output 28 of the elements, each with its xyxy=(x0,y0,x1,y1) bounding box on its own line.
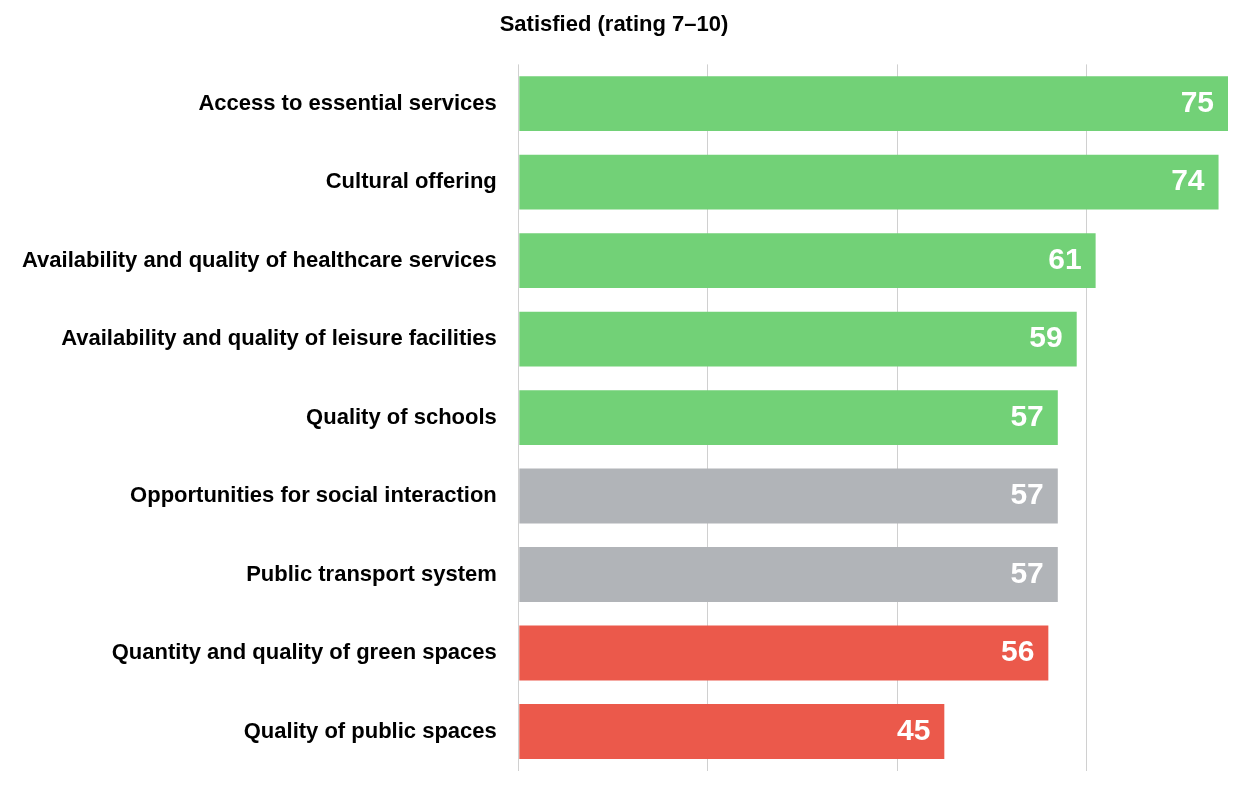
data-label: 57 xyxy=(1010,398,1044,432)
y-tick-label: Cultural offering xyxy=(325,168,497,194)
bar xyxy=(519,625,1049,681)
y-tick-label: Access to essential services xyxy=(198,89,497,115)
bar xyxy=(519,390,1058,446)
data-label: 45 xyxy=(896,712,931,746)
bar xyxy=(519,233,1096,289)
y-tick-label: Public transport system xyxy=(246,560,497,586)
bar xyxy=(519,547,1058,603)
data-label: 61 xyxy=(1048,241,1082,275)
y-tick-label: Opportunities for social interaction xyxy=(130,482,497,508)
bar xyxy=(519,468,1058,524)
y-tick-label: Quality of schools xyxy=(306,403,497,429)
y-tick-label: Quantity and quality of green spaces xyxy=(111,639,497,665)
data-label: 75 xyxy=(1180,84,1214,118)
data-label: 57 xyxy=(1010,477,1044,511)
bar xyxy=(519,76,1228,132)
data-label: 56 xyxy=(1000,634,1035,668)
data-label: 59 xyxy=(1029,320,1063,354)
bar xyxy=(519,704,945,760)
data-label: 74 xyxy=(1171,163,1205,197)
bar xyxy=(519,154,1219,210)
y-tick-label: Quality of public spaces xyxy=(243,717,497,743)
y-tick-label: Availability and quality of healthcare services xyxy=(21,246,497,272)
y-tick-label: Availability and quality of leisure facilities xyxy=(61,325,497,351)
bar xyxy=(519,311,1077,367)
data-label: 57 xyxy=(1010,555,1044,589)
chart-title: Satisfied (rating 7–10) xyxy=(499,11,729,37)
